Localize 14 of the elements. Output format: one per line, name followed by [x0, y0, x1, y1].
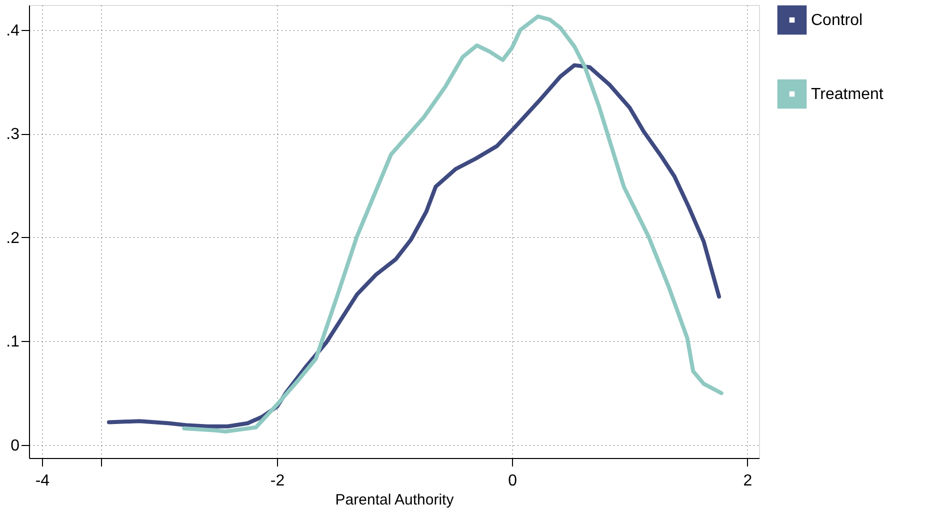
y-tick-label: 0: [10, 438, 20, 455]
y-tick-label: .3: [6, 126, 20, 144]
x-tick-label: -4: [35, 472, 50, 490]
x-tick-label: 2: [743, 472, 752, 490]
legend-label: Treatment: [811, 86, 884, 103]
y-tick-label: .4: [6, 22, 20, 40]
legend-label: Control: [811, 12, 863, 29]
x-tick-label: -2: [270, 472, 285, 490]
x-tick-label: 0: [508, 472, 518, 490]
y-tick-label: .2: [6, 230, 20, 247]
line-series: [106, 63, 722, 428]
y-tick-label: .1: [6, 334, 20, 351]
x-axis-title: Parental Authority: [335, 492, 454, 508]
line-series: [182, 14, 724, 434]
